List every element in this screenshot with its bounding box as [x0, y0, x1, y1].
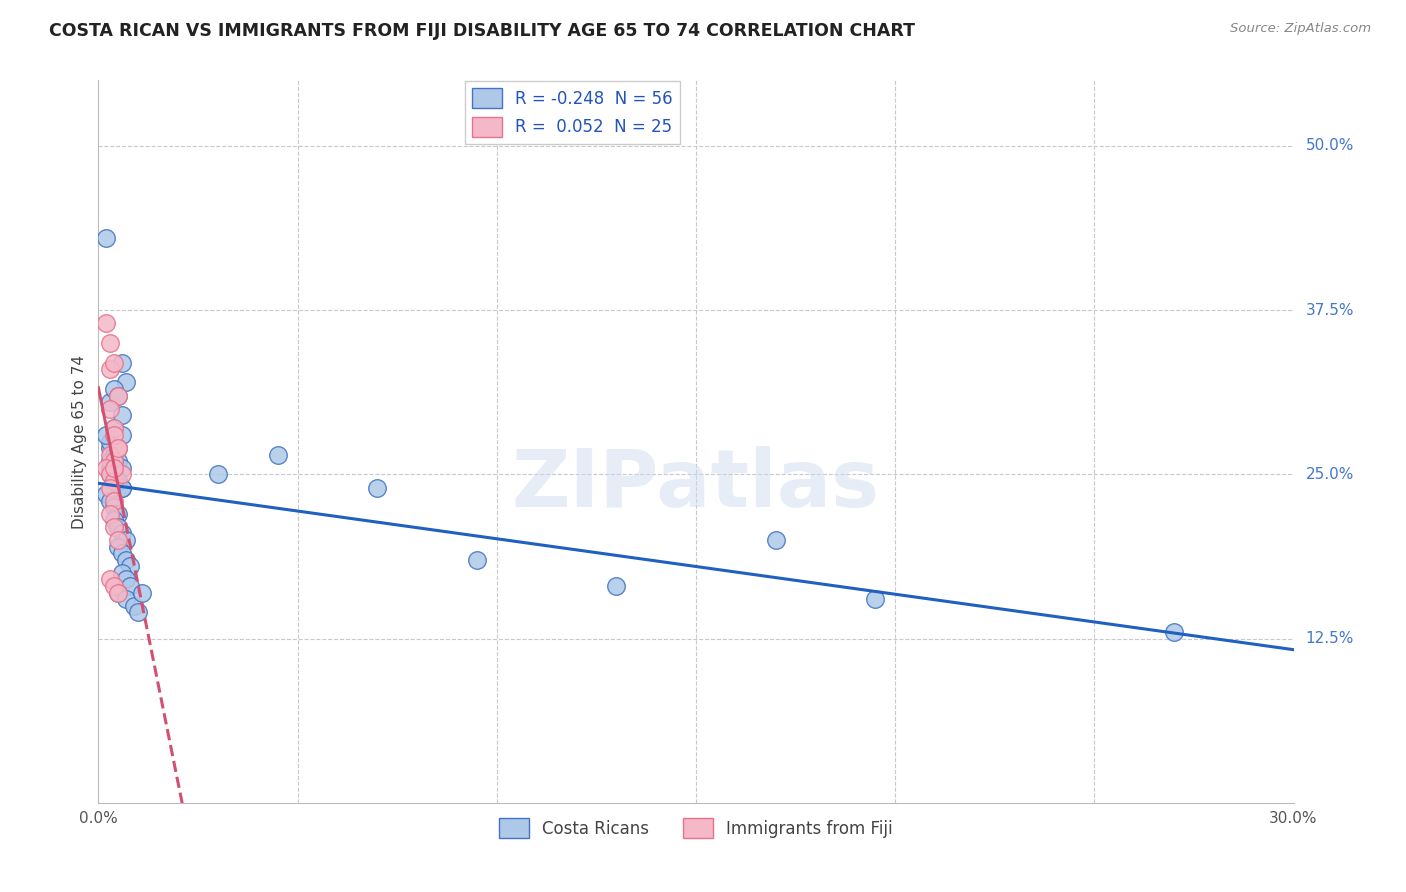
Point: [103, 454, 125, 468]
Point: [107, 533, 129, 547]
Point: [111, 409, 134, 423]
Point: [120, 579, 142, 593]
Legend: Costa Ricans, Immigrants from Fiji: Costa Ricans, Immigrants from Fiji: [492, 812, 900, 845]
Point: [103, 454, 125, 468]
Point: [98, 493, 122, 508]
Point: [96, 428, 118, 442]
Point: [107, 441, 129, 455]
Point: [96, 460, 118, 475]
Point: [115, 573, 138, 587]
Point: [98, 448, 122, 462]
Point: [465, 553, 488, 567]
Point: [111, 428, 134, 442]
Point: [103, 421, 125, 435]
Point: [107, 474, 129, 488]
Point: [124, 599, 146, 613]
Point: [107, 388, 129, 402]
Point: [103, 474, 125, 488]
Point: [111, 481, 134, 495]
Point: [111, 356, 134, 370]
Point: [103, 520, 125, 534]
Point: [98, 467, 122, 482]
Point: [103, 382, 125, 396]
Point: [115, 533, 138, 547]
Text: 37.5%: 37.5%: [1306, 302, 1354, 318]
Point: [765, 533, 787, 547]
Point: [98, 467, 122, 482]
Point: [865, 592, 887, 607]
Point: [98, 401, 122, 416]
Point: [111, 481, 134, 495]
Point: [98, 573, 122, 587]
Point: [98, 434, 122, 449]
Point: [1163, 625, 1185, 640]
Point: [96, 231, 118, 245]
Point: [103, 474, 125, 488]
Point: [131, 585, 153, 599]
Point: [115, 553, 138, 567]
Point: [98, 395, 122, 409]
Point: [103, 428, 125, 442]
Point: [103, 500, 125, 515]
Point: [98, 507, 122, 521]
Point: [103, 460, 125, 475]
Point: [98, 481, 122, 495]
Point: [115, 592, 138, 607]
Point: [98, 441, 122, 455]
Point: [120, 559, 142, 574]
Point: [107, 454, 129, 468]
Text: 50.0%: 50.0%: [1306, 138, 1354, 153]
Point: [103, 579, 125, 593]
Point: [98, 460, 122, 475]
Point: [111, 546, 134, 560]
Point: [127, 605, 149, 619]
Point: [103, 493, 125, 508]
Point: [96, 487, 118, 501]
Point: [98, 362, 122, 376]
Point: [111, 467, 134, 482]
Point: [107, 474, 129, 488]
Point: [366, 481, 388, 495]
Point: [605, 579, 627, 593]
Text: 12.5%: 12.5%: [1306, 632, 1354, 646]
Point: [103, 467, 125, 482]
Point: [107, 585, 129, 599]
Point: [103, 513, 125, 527]
Point: [107, 540, 129, 554]
Point: [107, 585, 129, 599]
Point: [96, 316, 118, 330]
Point: [267, 448, 290, 462]
Point: [107, 388, 129, 402]
Text: ZIPatlas: ZIPatlas: [512, 446, 880, 524]
Point: [111, 526, 134, 541]
Point: [107, 507, 129, 521]
Point: [103, 467, 125, 482]
Text: 25.0%: 25.0%: [1306, 467, 1354, 482]
Point: [115, 376, 138, 390]
Point: [107, 441, 129, 455]
Point: [107, 441, 129, 455]
Point: [111, 566, 134, 580]
Point: [207, 467, 229, 482]
Text: Source: ZipAtlas.com: Source: ZipAtlas.com: [1230, 22, 1371, 36]
Point: [111, 460, 134, 475]
Point: [107, 520, 129, 534]
Point: [107, 481, 129, 495]
Point: [98, 454, 122, 468]
Point: [103, 448, 125, 462]
Text: COSTA RICAN VS IMMIGRANTS FROM FIJI DISABILITY AGE 65 TO 74 CORRELATION CHART: COSTA RICAN VS IMMIGRANTS FROM FIJI DISA…: [49, 22, 915, 40]
Point: [103, 421, 125, 435]
Point: [98, 336, 122, 351]
Point: [103, 356, 125, 370]
Y-axis label: Disability Age 65 to 74: Disability Age 65 to 74: [72, 354, 87, 529]
